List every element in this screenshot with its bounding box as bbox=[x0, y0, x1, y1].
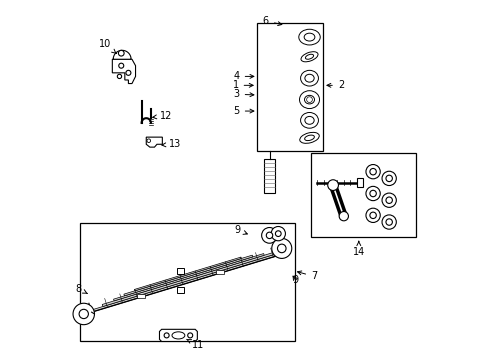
Polygon shape bbox=[113, 50, 131, 59]
Circle shape bbox=[385, 219, 391, 225]
Circle shape bbox=[79, 309, 88, 319]
Circle shape bbox=[365, 208, 380, 222]
Ellipse shape bbox=[298, 29, 320, 45]
Text: 9: 9 bbox=[292, 275, 298, 285]
Circle shape bbox=[275, 231, 281, 237]
Circle shape bbox=[381, 171, 395, 185]
Ellipse shape bbox=[299, 132, 319, 143]
Ellipse shape bbox=[304, 74, 313, 82]
Circle shape bbox=[339, 212, 348, 221]
Text: 11: 11 bbox=[186, 339, 204, 350]
Bar bbox=[176, 268, 184, 274]
Text: 5: 5 bbox=[233, 106, 253, 116]
Circle shape bbox=[385, 197, 391, 203]
Bar bbox=[356, 178, 363, 187]
Circle shape bbox=[369, 190, 376, 197]
Text: 2: 2 bbox=[326, 80, 344, 90]
Text: 14: 14 bbox=[352, 242, 364, 257]
Circle shape bbox=[381, 215, 395, 229]
Circle shape bbox=[119, 63, 123, 68]
Polygon shape bbox=[112, 59, 135, 84]
Bar bbox=[257, 23, 323, 152]
Ellipse shape bbox=[172, 332, 184, 339]
Circle shape bbox=[306, 97, 312, 103]
Circle shape bbox=[381, 193, 395, 207]
Bar bbox=[137, 294, 144, 298]
Ellipse shape bbox=[301, 52, 317, 62]
Circle shape bbox=[365, 165, 380, 179]
Text: 7: 7 bbox=[297, 271, 317, 282]
Polygon shape bbox=[123, 255, 252, 296]
Text: 6: 6 bbox=[263, 16, 281, 26]
Ellipse shape bbox=[300, 112, 318, 128]
Circle shape bbox=[73, 303, 94, 325]
Text: 12: 12 bbox=[152, 111, 172, 121]
Ellipse shape bbox=[305, 54, 313, 59]
Bar bbox=[80, 223, 294, 341]
Polygon shape bbox=[102, 252, 276, 306]
Polygon shape bbox=[113, 253, 264, 301]
Text: 4: 4 bbox=[233, 71, 253, 81]
Ellipse shape bbox=[304, 33, 314, 41]
Circle shape bbox=[369, 212, 376, 219]
Bar bbox=[216, 270, 223, 274]
Circle shape bbox=[327, 180, 338, 190]
Ellipse shape bbox=[304, 95, 314, 104]
Circle shape bbox=[365, 186, 380, 201]
Polygon shape bbox=[146, 137, 162, 147]
Circle shape bbox=[125, 70, 131, 75]
Bar bbox=[176, 287, 184, 293]
Text: 9: 9 bbox=[234, 225, 247, 235]
Bar bbox=[264, 158, 274, 193]
Text: 8: 8 bbox=[76, 284, 87, 294]
Polygon shape bbox=[159, 329, 197, 342]
Circle shape bbox=[385, 175, 391, 181]
Ellipse shape bbox=[299, 91, 319, 109]
Circle shape bbox=[266, 232, 272, 239]
Circle shape bbox=[277, 244, 285, 253]
Circle shape bbox=[270, 226, 285, 241]
Circle shape bbox=[164, 333, 169, 338]
Text: 1: 1 bbox=[232, 80, 253, 90]
Text: 10: 10 bbox=[99, 39, 116, 54]
Circle shape bbox=[271, 238, 291, 258]
Polygon shape bbox=[91, 250, 288, 312]
Bar bbox=[267, 158, 271, 184]
Circle shape bbox=[369, 168, 376, 175]
Circle shape bbox=[261, 228, 277, 243]
Polygon shape bbox=[134, 257, 241, 291]
Circle shape bbox=[118, 50, 124, 56]
Circle shape bbox=[187, 333, 192, 338]
Text: 13: 13 bbox=[162, 139, 181, 149]
Bar bbox=[310, 153, 415, 237]
Text: 3: 3 bbox=[233, 89, 253, 99]
Circle shape bbox=[147, 139, 150, 143]
Ellipse shape bbox=[304, 135, 314, 141]
Ellipse shape bbox=[304, 116, 313, 124]
Ellipse shape bbox=[300, 70, 318, 86]
Circle shape bbox=[117, 74, 122, 78]
